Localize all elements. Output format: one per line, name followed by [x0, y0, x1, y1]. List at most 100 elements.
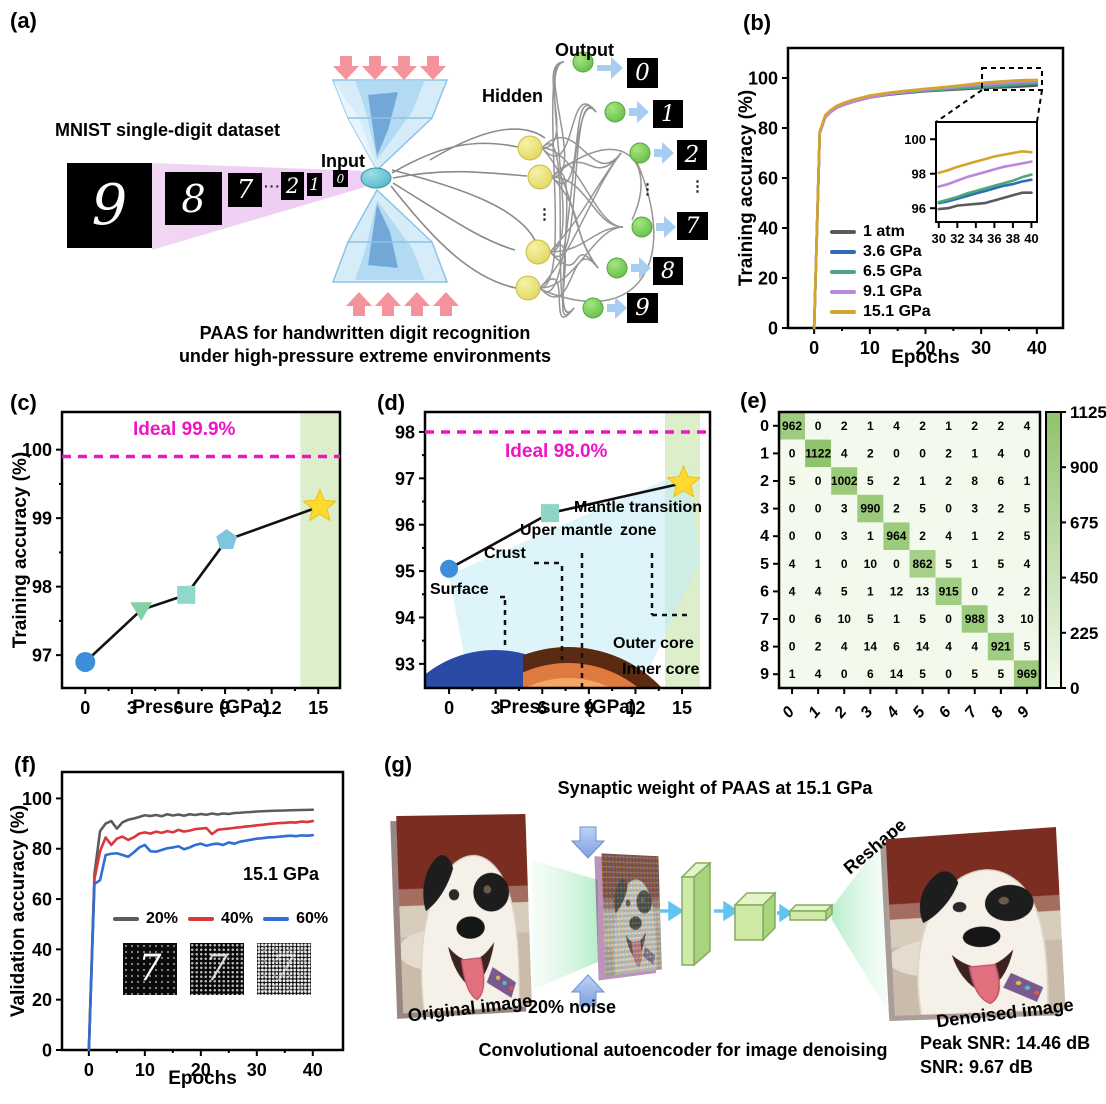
- validation-vs-pressure-chart: 0 3 6 9 12 15 93 94 95 96 97 98: [395, 410, 712, 718]
- input-label: Input: [321, 151, 365, 171]
- svg-text:96: 96: [912, 201, 926, 216]
- d-inner-core-label: Inner core: [622, 661, 700, 678]
- bottom-diamond: [331, 188, 449, 283]
- svg-text:0: 0: [919, 446, 926, 460]
- f-y-axis-label: Validation accuracy (%): [8, 805, 29, 1017]
- panel-d-label: (d): [377, 390, 406, 415]
- svg-text:80: 80: [32, 839, 52, 859]
- mnist-digit-1: 1: [307, 173, 322, 196]
- svg-text:5: 5: [998, 557, 1005, 571]
- svg-text:1: 1: [867, 419, 874, 433]
- svg-text:40: 40: [1027, 338, 1047, 358]
- b-legend: 1 atm 3.6 GPa 6.5 GPa 9.1 GPa 15.1 GPa: [830, 222, 931, 322]
- svg-text:0: 0: [809, 338, 819, 358]
- original-image: [396, 814, 532, 1013]
- svg-text:0: 0: [1024, 446, 1031, 460]
- encoder-cube: [733, 891, 777, 942]
- svg-text:100: 100: [904, 132, 926, 147]
- svg-text:0: 0: [80, 698, 90, 718]
- g-caption: Convolutional autoencoder for image deno…: [478, 1040, 888, 1060]
- svg-text:2: 2: [998, 502, 1005, 516]
- svg-text:3: 3: [841, 502, 848, 516]
- svg-text:1: 1: [789, 667, 796, 681]
- svg-text:6: 6: [537, 698, 547, 718]
- svg-text:93: 93: [395, 654, 415, 674]
- svg-text:6: 6: [867, 667, 874, 681]
- svg-text:4: 4: [883, 704, 902, 723]
- svg-text:5: 5: [945, 557, 952, 571]
- svg-text:1122: 1122: [805, 446, 831, 460]
- svg-text:40: 40: [32, 940, 52, 960]
- svg-text:14: 14: [916, 640, 930, 654]
- svg-text:8: 8: [760, 639, 769, 656]
- svg-text:4: 4: [815, 584, 822, 598]
- svg-text:5: 5: [1024, 640, 1031, 654]
- svg-text:0: 0: [768, 318, 778, 338]
- svg-text:6: 6: [936, 704, 955, 722]
- svg-text:7: 7: [962, 703, 981, 722]
- svg-text:14: 14: [864, 640, 878, 654]
- panel-e-label: (e): [740, 388, 767, 413]
- mnist-digit-2: 2: [281, 172, 304, 200]
- svg-text:2: 2: [831, 704, 850, 723]
- svg-text:3: 3: [841, 529, 848, 543]
- zoom-region-box: [981, 67, 1043, 91]
- output-label: Output: [555, 40, 614, 60]
- svg-text:5: 5: [919, 667, 926, 681]
- legend-item: 20%: [113, 910, 178, 928]
- legend-item: 3.6 GPa: [830, 242, 931, 262]
- svg-text:10: 10: [860, 338, 880, 358]
- svg-text:962: 962: [782, 419, 802, 433]
- svg-text:1: 1: [893, 612, 900, 626]
- panel-a-label: (a): [10, 8, 37, 33]
- svg-text:0: 0: [815, 529, 822, 543]
- output-node-ellipsis: ⋮: [640, 181, 656, 198]
- svg-text:6: 6: [760, 583, 769, 600]
- svg-text:0: 0: [945, 667, 952, 681]
- hidden-ellipsis: ⋮: [537, 206, 553, 223]
- output-digit-2: 2: [677, 140, 707, 170]
- mnist-digit-7: 7: [228, 173, 262, 207]
- svg-text:915: 915: [939, 584, 959, 598]
- hidden-output-links: [539, 61, 655, 318]
- svg-text:97: 97: [32, 646, 52, 666]
- latent-bar: [788, 903, 834, 922]
- svg-text:98: 98: [395, 422, 415, 442]
- svg-text:5: 5: [919, 502, 926, 516]
- svg-text:988: 988: [965, 612, 985, 626]
- svg-text:4: 4: [1024, 419, 1031, 433]
- legend-item: 6.5 GPa: [830, 262, 931, 282]
- legend-item: 1 atm: [830, 222, 931, 242]
- b-y-axis-label: Training accuracy (%): [736, 90, 757, 286]
- d-mantle-zone-label-1: Mantle transition: [574, 499, 703, 516]
- svg-text:450: 450: [1070, 569, 1098, 588]
- svg-text:0: 0: [971, 584, 978, 598]
- annotation-connectors: [500, 553, 690, 688]
- g-title: Synaptic weight of PAAS at 15.1 GPa: [557, 778, 873, 798]
- noisy-image: [601, 853, 662, 977]
- svg-text:94: 94: [395, 608, 415, 628]
- svg-text:969: 969: [1017, 667, 1037, 681]
- svg-text:34: 34: [969, 231, 984, 246]
- svg-text:0: 0: [789, 529, 796, 543]
- svg-text:1: 1: [971, 446, 978, 460]
- svg-text:2: 2: [945, 446, 952, 460]
- d-outer-core-label: Outer core: [613, 635, 694, 652]
- svg-text:0: 0: [815, 419, 822, 433]
- hidden-nodes: [515, 135, 553, 301]
- svg-text:3: 3: [760, 501, 769, 518]
- input-hidden-links: [390, 128, 546, 289]
- svg-text:1: 1: [971, 557, 978, 571]
- svg-text:100: 100: [748, 68, 778, 88]
- svg-text:10: 10: [135, 1060, 155, 1080]
- svg-text:8: 8: [971, 474, 978, 488]
- svg-text:2: 2: [893, 474, 900, 488]
- svg-text:5: 5: [841, 584, 848, 598]
- noise-up-arrow: [570, 974, 606, 1007]
- svg-text:9: 9: [1014, 704, 1033, 722]
- svg-text:14: 14: [890, 667, 904, 681]
- svg-text:0: 0: [893, 446, 900, 460]
- snr-value: SNR: 9.67 dB: [920, 1057, 1034, 1077]
- svg-text:2: 2: [760, 473, 769, 490]
- hidden-label: Hidden: [482, 86, 543, 106]
